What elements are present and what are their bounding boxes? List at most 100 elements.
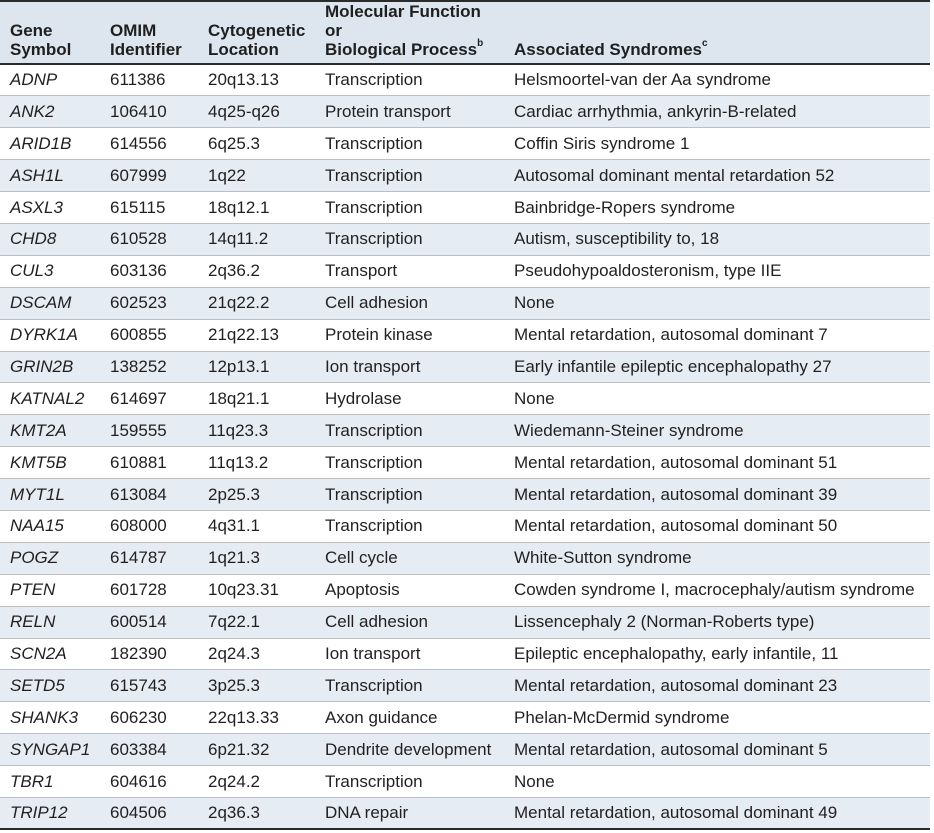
cyto-location-cell: 2q24.2	[208, 771, 260, 791]
syndrome-cell: White-Sutton syndrome	[514, 548, 692, 568]
table-row: GRIN2B 138252 12p13.1 Ion transport Early in…	[0, 351, 930, 383]
function-cell: Transcription	[325, 452, 423, 472]
cyto-location-cell: 2p25.3	[208, 484, 260, 504]
omim-id-cell: 614697	[110, 388, 167, 408]
gene-symbol-cell: SETD5	[10, 675, 65, 695]
cyto-location-cell: 7q22.1	[208, 612, 260, 632]
gene-symbol-cell: CHD8	[10, 229, 57, 249]
table-header: Gene Symbol OMIM Identifier Cytogenetic …	[0, 1, 930, 64]
table-row: KATNAL2 614697 18q21.1 Hydrolase None	[0, 382, 930, 415]
gene-symbol-cell: KMT2A	[10, 420, 67, 440]
omim-id-cell: 614787	[110, 548, 167, 568]
table-row: ASXL3 615115 18q12.1 Transcription Bainbridg…	[0, 191, 930, 224]
header-omim-line2: Identifier	[110, 40, 182, 59]
syndrome-cell: Bainbridge-Ropers syndrome	[514, 197, 736, 217]
table-row: SCN2A 182390 2q24.3 Ion transport Epileptic …	[0, 638, 930, 670]
omim-id-cell: 615743	[110, 675, 167, 695]
table-row: DYRK1A 600855 21q22.13 Protein kinase Mental…	[0, 319, 930, 352]
gene-symbol-cell: TBR1	[10, 771, 54, 791]
omim-id-cell: 602523	[110, 293, 167, 313]
gene-symbol-cell: PTEN	[10, 580, 56, 600]
gene-symbol-cell: GRIN2B	[10, 356, 74, 376]
table-row: MYT1L 613084 2p25.3 Transcription Mental ret…	[0, 478, 930, 511]
cyto-location-cell: 11q23.3	[208, 420, 269, 440]
omim-id-cell: 606230	[110, 707, 167, 727]
omim-id-cell: 611386	[110, 70, 166, 90]
table-row: SHANK3 606230 22q13.33 Axon guidance Phelan-…	[0, 701, 930, 734]
function-cell: Transcription	[325, 484, 423, 504]
cyto-location-cell: 1q21.3	[208, 548, 260, 568]
gene-symbol-cell: ADNP	[10, 70, 58, 90]
omim-id-cell: 607999	[110, 165, 167, 185]
header-syndromes-label: Associated Syndromes	[514, 40, 703, 59]
table-row: POGZ 614787 1q21.3 Cell cycle White-Sutton s…	[0, 542, 930, 575]
function-cell: Transcription	[325, 70, 423, 90]
table-body: ADNP 611386 20q13.13 Transcription Helsmoort…	[0, 64, 930, 830]
gene-symbol-cell: CUL3	[10, 261, 54, 281]
omim-id-cell: 614556	[110, 133, 167, 153]
gene-symbol-cell: POGZ	[10, 548, 59, 568]
omim-id-cell: 182390	[110, 643, 167, 663]
function-cell: Transport	[325, 261, 398, 281]
header-molecular-function: Molecular Function or Biological Process…	[315, 1, 504, 64]
function-cell: Dendrite development	[325, 739, 492, 759]
gene-symbol-cell: RELN	[10, 612, 56, 632]
syndrome-cell: Phelan-McDermid syndrome	[514, 707, 730, 727]
cyto-location-cell: 12p13.1	[208, 356, 270, 376]
header-cyto-line2: Location	[208, 40, 279, 59]
function-cell: Transcription	[325, 420, 423, 440]
cyto-location-cell: 3p25.3	[208, 675, 260, 695]
header-gene-symbol: Gene Symbol	[0, 1, 100, 64]
omim-id-cell: 610881	[110, 452, 167, 472]
header-row: Gene Symbol OMIM Identifier Cytogenetic …	[0, 1, 930, 64]
function-cell: Ion transport	[325, 356, 421, 376]
gene-symbol-cell: DSCAM	[10, 293, 72, 313]
header-gene-line1: Gene	[10, 21, 53, 40]
cyto-location-cell: 18q12.1	[208, 197, 270, 217]
cyto-location-cell: 4q25-q26	[208, 101, 280, 121]
table-row: TBR1 604616 2q24.2 Transcription None	[0, 765, 930, 798]
function-cell: Protein transport	[325, 101, 451, 121]
cyto-location-cell: 6p21.32	[208, 739, 270, 759]
table-row: RELN 600514 7q22.1 Cell adhesion Lissencepha…	[0, 606, 930, 639]
cyto-location-cell: 14q11.2	[208, 229, 269, 249]
table-row: SYNGAP1 603384 6p21.32 Dendrite development…	[0, 733, 930, 766]
omim-id-cell: 601728	[110, 580, 167, 600]
function-cell: Apoptosis	[325, 580, 400, 600]
omim-id-cell: 600514	[110, 612, 167, 632]
table-row: ASH1L 607999 1q22 Transcription Autosomal do…	[0, 159, 930, 192]
function-cell: Transcription	[325, 133, 423, 153]
cyto-location-cell: 2q36.2	[208, 261, 260, 281]
header-omim-identifier: OMIM Identifier	[100, 1, 198, 64]
gene-symbol-cell: SCN2A	[10, 643, 67, 663]
gene-symbol-cell: NAA15	[10, 516, 64, 536]
header-cyto-line1: Cytogenetic	[208, 21, 306, 40]
syndrome-cell: Wiedemann-Steiner syndrome	[514, 420, 744, 440]
syndrome-cell: Mental retardation, autosomal dominant 5…	[514, 516, 838, 536]
syndrome-cell: None	[514, 293, 555, 313]
function-cell: Cell adhesion	[325, 612, 429, 632]
function-cell: Transcription	[325, 516, 423, 536]
omim-id-cell: 608000	[110, 516, 167, 536]
table-row: TRIP12 604506 2q36.3 DNA repair Mental retar…	[0, 797, 930, 830]
syndrome-cell: Mental retardation, autosomal dominant 3…	[514, 484, 838, 504]
function-cell: Transcription	[325, 675, 423, 695]
syndrome-cell: Lissencephaly 2 (Norman-Roberts type)	[514, 612, 815, 632]
gene-symbol-cell: MYT1L	[10, 484, 65, 504]
function-cell: Ion transport	[325, 643, 421, 663]
gene-symbol-cell: ARID1B	[10, 133, 72, 153]
gene-symbol-cell: KATNAL2	[10, 388, 85, 408]
function-cell: Transcription	[325, 197, 423, 217]
cyto-location-cell: 21q22.2	[208, 293, 270, 313]
header-associated-syndromes: Associated Syndromesc	[504, 1, 930, 64]
omim-id-cell: 604616	[110, 771, 167, 791]
syndrome-cell: Cowden syndrome I, macrocephaly/autism s…	[514, 580, 915, 600]
footnote-marker-c: c	[702, 38, 708, 50]
gene-symbol-cell: SYNGAP1	[10, 739, 91, 759]
cyto-location-cell: 22q13.33	[208, 707, 279, 727]
omim-id-cell: 600855	[110, 325, 167, 345]
table-row: ADNP 611386 20q13.13 Transcription Helsmoort…	[0, 64, 930, 96]
table-row: SETD5 615743 3p25.3 Transcription Mental ret…	[0, 669, 930, 702]
